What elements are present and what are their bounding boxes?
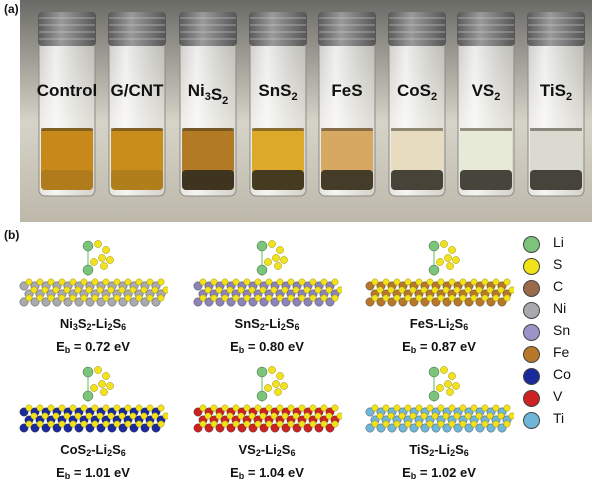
vial-4: FeS (318, 12, 376, 197)
structure-caption: VS2-Li2S6 Eb = 1.04 eV (172, 440, 362, 486)
legend-item: Ti (523, 410, 595, 432)
legend-item: C (523, 278, 595, 300)
vial-label: Control (37, 81, 97, 100)
element-dot-icon (523, 390, 540, 407)
structure-2 (364, 236, 516, 317)
legend-item: Ni (523, 300, 595, 322)
vial-cap (527, 12, 585, 46)
vial-label: TiS2 (540, 81, 572, 103)
vial-label: Ni3S2 (188, 81, 229, 107)
structure-caption: Ni3S2-Li2S6 Eb = 0.72 eV (0, 314, 188, 360)
formula-label: Ni3S2-Li2S6 (59, 316, 127, 332)
vial-5: CoS2 (388, 12, 446, 197)
legend-item: Co (523, 366, 595, 388)
molecule-structure (19, 240, 170, 307)
legend-label: Ti (553, 410, 565, 426)
vial-cap (38, 12, 96, 46)
vial-1: G/CNT (108, 12, 166, 197)
vial-cap (457, 12, 515, 46)
legend-label: Ni (553, 300, 567, 316)
molecule-structure (193, 240, 344, 307)
vial-6: VS2 (457, 12, 515, 197)
legend-label: Li (553, 234, 564, 250)
vial-cap (179, 12, 237, 46)
structure-caption: CoS2-Li2S6 Eb = 1.01 eV (0, 440, 188, 486)
vial-2: Ni3S2 (179, 12, 237, 197)
legend-item: Sn (523, 322, 595, 344)
formula-label: SnS2-Li2S6 (234, 316, 300, 332)
element-dot-icon (523, 368, 540, 385)
binding-energy-label: Eb = 1.01 eV (56, 465, 130, 481)
vial-7: TiS2 (527, 12, 585, 197)
formula-label: CoS2-Li2S6 (60, 442, 126, 458)
element-legend: Li S C Ni Sn Fe Co V Ti (523, 234, 595, 432)
vial-0: Control (37, 12, 97, 197)
binding-energy-label: Eb = 0.87 eV (402, 339, 476, 355)
structure-caption: FeS-Li2S6 Eb = 0.87 eV (344, 314, 534, 360)
formula-label: TiS2-Li2S6 (409, 442, 469, 458)
element-dot-icon (523, 302, 540, 319)
legend-item: S (523, 256, 595, 278)
vial-cap (108, 12, 166, 46)
molecule-structure (19, 366, 170, 433)
element-dot-icon (523, 346, 540, 363)
legend-item: Fe (523, 344, 595, 366)
molecule-structure (365, 366, 516, 433)
formula-label: FeS-Li2S6 (409, 316, 469, 332)
molecule-structure (193, 366, 344, 433)
binding-energy-label: Eb = 1.04 eV (230, 465, 304, 481)
binding-energy-label: Eb = 0.72 eV (56, 339, 130, 355)
legend-label: Co (553, 366, 571, 382)
vial-label: FeS (331, 81, 362, 100)
structure-1 (192, 236, 344, 317)
molecule-structure (365, 240, 516, 307)
panel-b-label: (b) (4, 228, 20, 242)
legend-label: C (553, 278, 564, 294)
structure-4 (192, 362, 344, 443)
legend-label: Fe (553, 344, 570, 360)
binding-energy-label: Eb = 0.80 eV (230, 339, 304, 355)
vial-cap (249, 12, 307, 46)
vial-cap (388, 12, 446, 46)
vial-cap (318, 12, 376, 46)
vial-label: G/CNT (111, 81, 165, 100)
element-dot-icon (523, 236, 540, 253)
structure-3 (18, 362, 170, 443)
structure-caption: TiS2-Li2S6 Eb = 1.02 eV (344, 440, 534, 486)
vial-label: SnS2 (258, 81, 297, 103)
structure-0 (18, 236, 170, 317)
panel-a-label: (a) (4, 2, 19, 16)
legend-label: Sn (553, 322, 571, 338)
vial-label: CoS2 (397, 81, 437, 103)
structure-caption: SnS2-Li2S6 Eb = 0.80 eV (172, 314, 362, 360)
legend-label: V (553, 388, 563, 404)
legend-item: Li (523, 234, 595, 256)
legend-label: S (553, 256, 563, 272)
element-dot-icon (523, 280, 540, 297)
element-dot-icon (523, 324, 540, 341)
element-dot-icon (523, 412, 540, 429)
legend-item: V (523, 388, 595, 410)
element-dot-icon (523, 258, 540, 275)
structure-5 (364, 362, 516, 443)
vial-label: VS2 (472, 81, 501, 103)
formula-label: VS2-Li2S6 (238, 442, 296, 458)
vial-3: SnS2 (249, 12, 307, 197)
binding-energy-label: Eb = 1.02 eV (402, 465, 476, 481)
vials-photo: Control G/CNT Ni3S2 SnS2 FeS CoS2 VS2 TiS2 (20, 0, 592, 222)
